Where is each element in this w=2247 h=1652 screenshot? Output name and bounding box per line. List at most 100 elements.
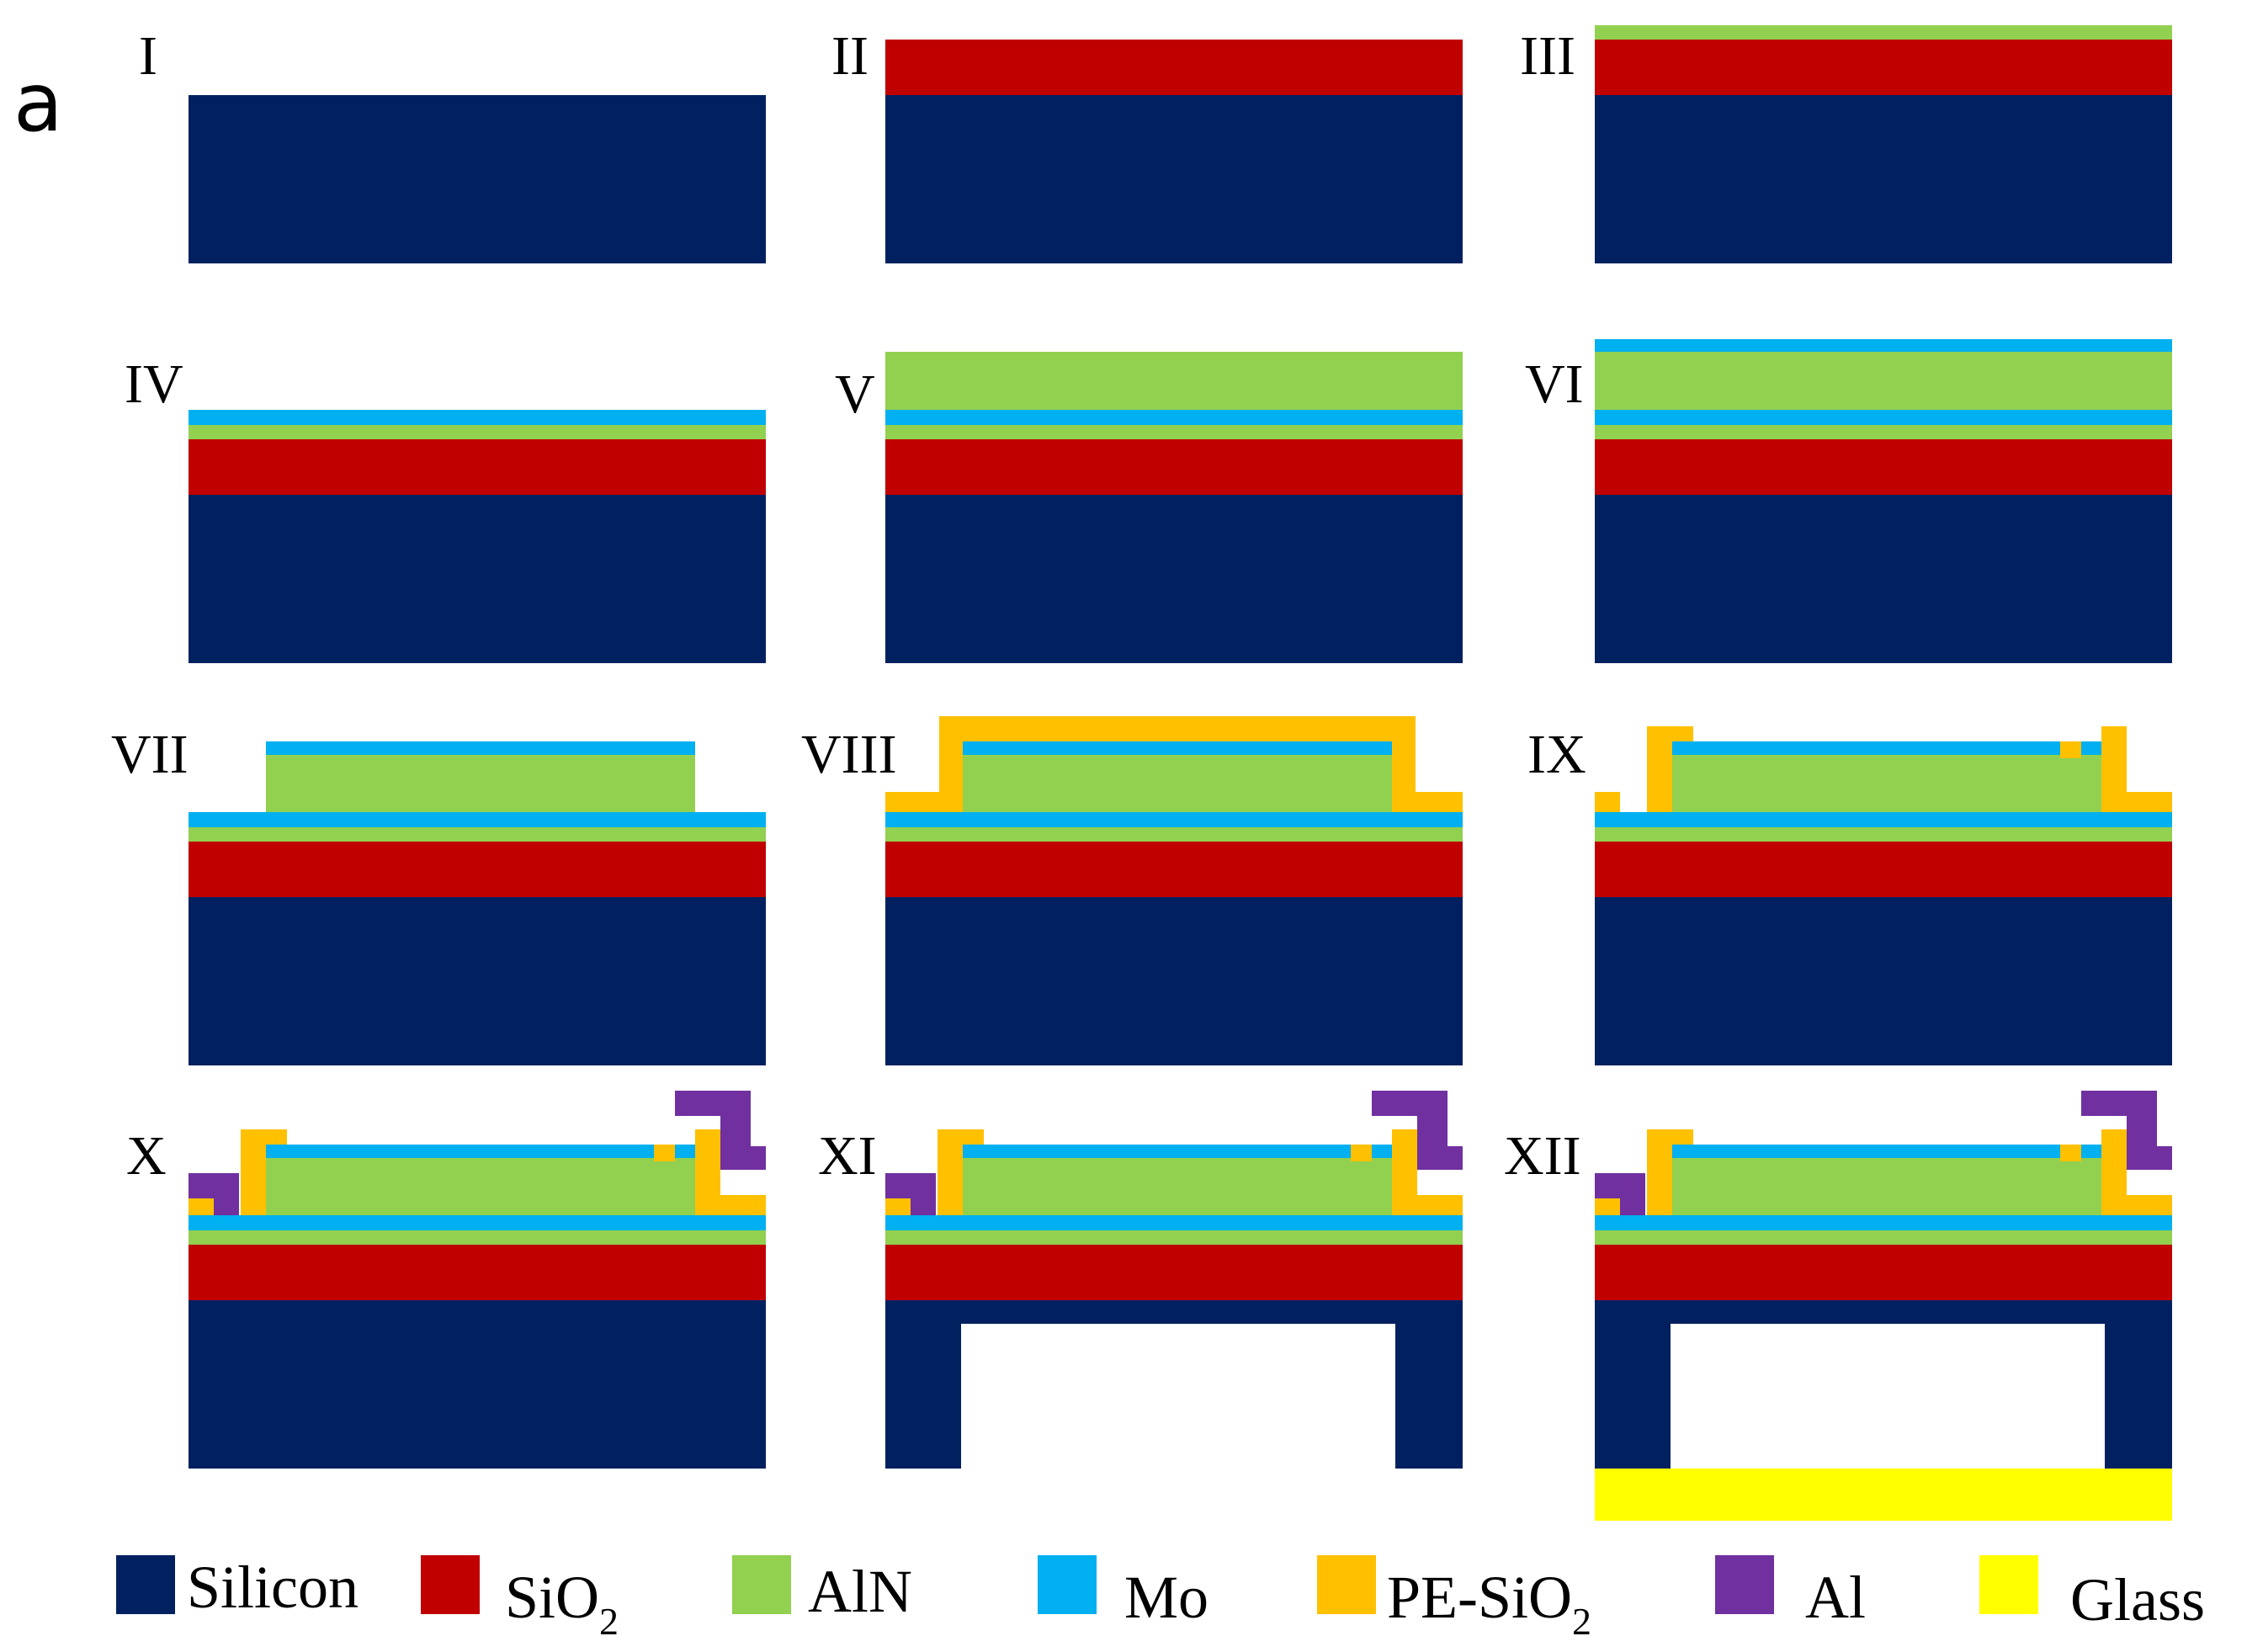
step-label-8: VIII (801, 724, 897, 785)
al-pad-left-stem (214, 1173, 239, 1215)
sio2-layer (1595, 842, 2172, 897)
step-label-4: IV (125, 353, 183, 415)
legend-label-sio2-sub: 2 (599, 1600, 619, 1643)
pe-sio2-spacer-left-top (938, 1129, 984, 1145)
silicon-substrate (885, 495, 1463, 663)
step-5-cross-section: V (835, 352, 1463, 663)
step-label-9: IX (1527, 724, 1586, 785)
aln-piezo-patterned (963, 1158, 1392, 1215)
legend-swatch-silicon (116, 1555, 175, 1614)
step-12-cross-section: XII (1504, 1091, 2172, 1521)
mo-bottom-electrode (189, 410, 766, 425)
legend-label-pe-sio2: PE-SiO2 (1387, 1564, 1591, 1643)
legend-swatch-glass (1979, 1555, 2038, 1614)
aln-piezo-patterned (963, 755, 1392, 812)
step-label-12: XII (1504, 1125, 1581, 1187)
legend-label-silicon: Silicon (187, 1554, 359, 1621)
legend-label-mo: Mo (1124, 1564, 1208, 1631)
aln-piezo-layer (1595, 352, 2172, 410)
step-6-cross-section: VI (1525, 339, 2172, 663)
pe-sio2-foot-right (1392, 792, 1463, 812)
aln-seed-layer (885, 425, 1463, 439)
legend-label-pe-sio2-text: PE-SiO (1387, 1564, 1572, 1631)
al-pad-left-stem (1620, 1173, 1645, 1215)
silicon-substrate (189, 95, 766, 263)
sio2-layer (885, 40, 1463, 95)
pe-sio2-spacer-left-top (241, 1129, 287, 1145)
aln-seed-layer (885, 1230, 1463, 1245)
aln-seed-layer (189, 827, 766, 842)
silicon-substrate (189, 897, 766, 1065)
aln-piezo-patterned (1672, 1158, 2101, 1215)
legend-swatch-mo (1038, 1555, 1097, 1614)
al-pad-right-foot (1417, 1146, 1463, 1170)
mo-top-patterned (1672, 741, 2101, 755)
mo-top-patterned (963, 741, 1392, 755)
silicon-substrate (189, 1300, 766, 1469)
legend-swatch-al (1715, 1555, 1774, 1614)
mo-top-electrode (1595, 339, 2172, 352)
mo-bottom-electrode (1595, 410, 2172, 425)
step-8-cross-section: VIII (801, 716, 1463, 1065)
mo-bottom-electrode (885, 1215, 1463, 1230)
step-label-2: II (831, 25, 869, 87)
step-label-5: V (835, 364, 875, 425)
legend-label-sio2: SiO2 (505, 1564, 619, 1643)
legend-label-sio2-text: SiO (505, 1564, 599, 1631)
sio2-layer (885, 439, 1463, 495)
pe-sio2-stub-right (1351, 1145, 1372, 1161)
aln-seed-layer (189, 425, 766, 439)
step-label-10: X (126, 1125, 167, 1187)
pe-sio2-stub-right (2060, 1145, 2081, 1161)
sio2-layer (189, 1245, 766, 1300)
step-label-6: VI (1525, 353, 1584, 415)
step-3-cross-section: III (1520, 25, 2172, 263)
legend-item-mo: Mo (1038, 1555, 1208, 1631)
legend-label-al: Al (1805, 1564, 1866, 1631)
silicon-substrate (885, 897, 1463, 1065)
silicon-substrate (189, 495, 766, 663)
step-label-7: VII (111, 724, 189, 785)
pe-sio2-stub-right (654, 1145, 675, 1161)
legend-label-pe-sio2-sub: 2 (1572, 1600, 1591, 1643)
silicon-substrate (1595, 95, 2172, 263)
sio2-layer (189, 439, 766, 495)
legend-item-silicon: Silicon (116, 1554, 359, 1621)
aln-piezo-layer (885, 352, 1463, 410)
mo-bottom-electrode (1595, 1215, 2172, 1230)
silicon-substrate-top (885, 1300, 1463, 1324)
aln-piezo-patterned (1672, 755, 2101, 812)
legend-item-pe-sio2: PE-SiO2 (1317, 1555, 1591, 1643)
step-4-cross-section: IV (125, 353, 766, 663)
aln-seed-layer (1595, 1230, 2172, 1245)
silicon-wall-left (885, 1300, 961, 1469)
pe-sio2-foot-left (885, 792, 963, 812)
silicon-substrate (1595, 897, 2172, 1065)
mo-top-patterned (963, 1145, 1392, 1158)
step-2-cross-section: II (831, 25, 1463, 263)
mo-top-patterned (266, 741, 695, 755)
legend-swatch-aln (732, 1555, 791, 1614)
mo-bottom-electrode (189, 1215, 766, 1230)
mo-top-patterned (266, 1145, 695, 1158)
mo-bottom-electrode (885, 812, 1463, 827)
pe-sio2-foot-right (1392, 1195, 1463, 1215)
mo-top-patterned (1672, 1145, 2101, 1158)
aln-piezo-patterned (266, 1158, 695, 1215)
silicon-substrate (885, 95, 1463, 263)
al-pad-right-foot (720, 1146, 766, 1170)
legend-swatch-pe-sio2 (1317, 1555, 1376, 1614)
mo-bottom-electrode (885, 410, 1463, 425)
legend-label-aln: AlN (808, 1558, 912, 1625)
mo-bottom-electrode (189, 812, 766, 827)
pe-sio2-foot-right (2101, 792, 2172, 812)
aln-seed-layer (1595, 25, 2172, 40)
step-11-cross-section: XI (818, 1091, 1463, 1469)
sio2-layer (1595, 40, 2172, 95)
aln-seed-layer (1595, 425, 2172, 439)
step-1-cross-section: I (139, 25, 766, 263)
panel-letter: a (13, 56, 63, 150)
sio2-layer (885, 842, 1463, 897)
